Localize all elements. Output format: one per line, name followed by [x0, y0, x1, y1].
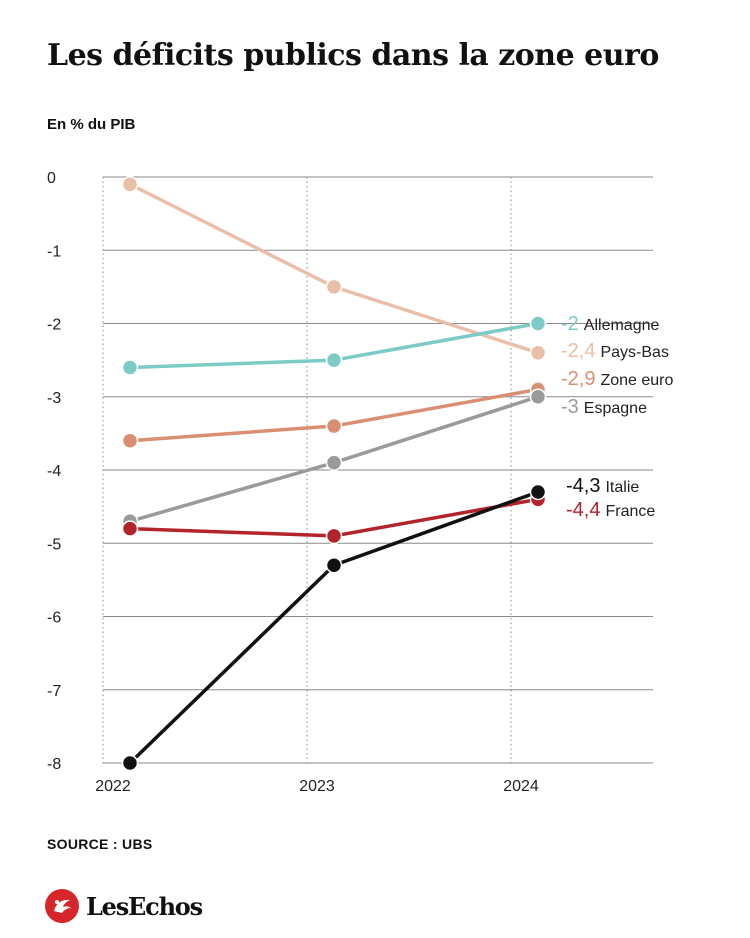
- series-end-label-zone-euro: -2,9 Zone euro: [561, 368, 674, 390]
- series-points: [121, 176, 547, 772]
- series-name: Allemagne: [584, 317, 660, 334]
- x-tick-label: 2023: [299, 778, 335, 795]
- y-axis-ticks: 0 -1 -2 -3 -4 -5 -6 -7 -8: [47, 170, 61, 773]
- series-name: Zone euro: [600, 372, 673, 389]
- chart-title: Les déficits publics dans la zone euro: [47, 38, 659, 73]
- series-line-pays-bas: [128, 182, 540, 355]
- x-tick-label: 2024: [503, 778, 539, 795]
- data-point-france: [325, 527, 343, 545]
- data-point-italie: [325, 556, 343, 574]
- data-point-pays-bas: [325, 278, 343, 296]
- data-point-allemagne: [529, 315, 547, 332]
- data-point-espagne: [325, 454, 343, 471]
- x-tick-label: 2022: [95, 778, 131, 795]
- data-point-france: [121, 520, 139, 537]
- end-value: -2,9: [561, 368, 595, 390]
- data-point-zone-euro: [325, 417, 343, 435]
- data-point-allemagne: [121, 359, 139, 376]
- series-end-label-allemagne: -2 Allemagne: [561, 313, 660, 335]
- end-value: -2: [561, 313, 579, 335]
- series-end-label-pays-bas: -2,4 Pays-Bas: [561, 340, 669, 362]
- y-tick-label: 0: [47, 170, 56, 187]
- y-tick-label: -4: [47, 463, 61, 480]
- series-name: Italie: [605, 479, 639, 496]
- data-point-espagne: [529, 388, 547, 405]
- y-tick-label: -5: [47, 536, 61, 553]
- data-point-zone-euro: [121, 432, 139, 449]
- brand-name: LesEchos: [86, 891, 203, 921]
- grid: [102, 176, 653, 764]
- series-end-label-espagne: -3 Espagne: [561, 396, 647, 418]
- x-axis-ticks: 2022 2023 2024: [95, 778, 539, 795]
- y-tick-label: -3: [47, 390, 61, 407]
- data-point-italie: [529, 483, 547, 501]
- series-name: Pays-Bas: [600, 344, 668, 361]
- series-name: France: [605, 503, 655, 520]
- data-point-pays-bas: [529, 344, 547, 362]
- data-point-pays-bas: [121, 176, 139, 193]
- series-end-label-italie: -4,3 Italie: [566, 475, 639, 497]
- y-tick-label: -8: [47, 756, 61, 773]
- source-note: SOURCE : UBS: [47, 836, 153, 852]
- data-point-allemagne: [325, 351, 343, 369]
- series-lines: [128, 182, 540, 765]
- data-point-italie: [121, 754, 139, 772]
- series-end-label-france: -4,4 France: [566, 499, 655, 521]
- end-value: -4,4: [566, 499, 600, 521]
- y-tick-label: -1: [47, 243, 61, 260]
- y-tick-label: -2: [47, 317, 61, 334]
- end-value: -4,3: [566, 475, 600, 497]
- series-end-labels: -2,4 Pays-Bas -2 Allemagne -2,9 Zone euro -3 Es…: [561, 313, 674, 521]
- end-value: -2,4: [561, 340, 595, 362]
- y-tick-label: -7: [47, 683, 61, 700]
- brand-logo: LesEchos: [45, 888, 203, 924]
- les-echos-logo-icon: [45, 889, 79, 923]
- end-value: -3: [561, 396, 579, 418]
- unit-label: En % du PIB: [47, 116, 136, 133]
- series-name: Espagne: [584, 400, 647, 417]
- y-tick-label: -6: [47, 610, 61, 627]
